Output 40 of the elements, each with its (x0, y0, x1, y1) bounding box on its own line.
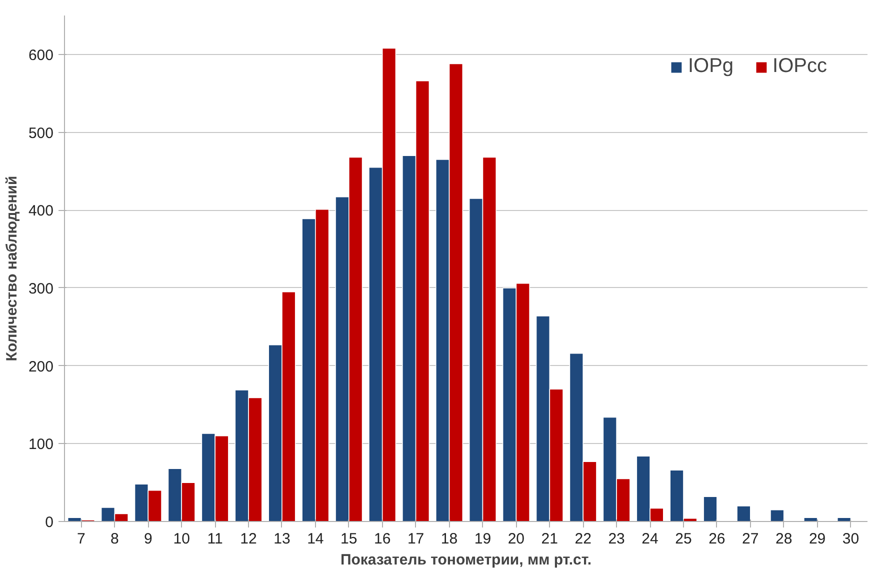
x-tick-label: 20 (508, 530, 525, 548)
x-tick-label: 22 (574, 530, 592, 548)
x-tick-label: 17 (407, 530, 424, 548)
x-tick-label: 28 (776, 530, 792, 548)
x-tick-label: 8 (110, 530, 119, 548)
x-tick-label: 9 (144, 530, 152, 548)
y-tick-label: 0 (45, 514, 54, 531)
y-tick-label: 400 (28, 202, 54, 220)
x-tick-label: 21 (541, 530, 558, 548)
x-axis-title: Показатель тонометрии, мм рт.ст. (340, 552, 592, 568)
x-tick-label: 30 (842, 530, 860, 548)
bar (736, 506, 751, 522)
x-tick-label: 26 (708, 530, 726, 548)
x-tick-label: 14 (307, 530, 324, 548)
x-tick-label: 25 (675, 530, 692, 548)
legend-label: IOPcc (772, 55, 827, 78)
legend-label: IOPg (688, 55, 734, 78)
bar (703, 496, 718, 522)
x-tick-label: 12 (240, 530, 257, 548)
x-tick-label: 15 (340, 530, 358, 548)
x-tick-label: 10 (173, 530, 190, 548)
x-tick-label: 23 (608, 530, 625, 548)
y-tick-label: 300 (28, 280, 54, 298)
y-tick-label: 200 (28, 358, 54, 376)
x-tick-label: 27 (742, 530, 759, 548)
y-tick-label: 600 (28, 46, 54, 64)
bar (770, 509, 784, 522)
x-tick-label: 24 (642, 530, 658, 548)
y-tick-label: 500 (28, 124, 54, 142)
bar (836, 517, 852, 522)
bar (804, 517, 818, 522)
x-tick-label: 18 (440, 530, 458, 548)
x-tick-label: 19 (474, 530, 492, 548)
x-tick-label: 29 (808, 530, 826, 548)
x-tick-label: 13 (274, 530, 290, 548)
x-tick-label: 16 (374, 530, 391, 548)
x-tick-label: 11 (207, 530, 223, 548)
x-tick-label: 7 (77, 530, 86, 548)
y-axis-title: Количество наблюдений (3, 176, 20, 362)
y-tick-label: 100 (28, 436, 54, 454)
